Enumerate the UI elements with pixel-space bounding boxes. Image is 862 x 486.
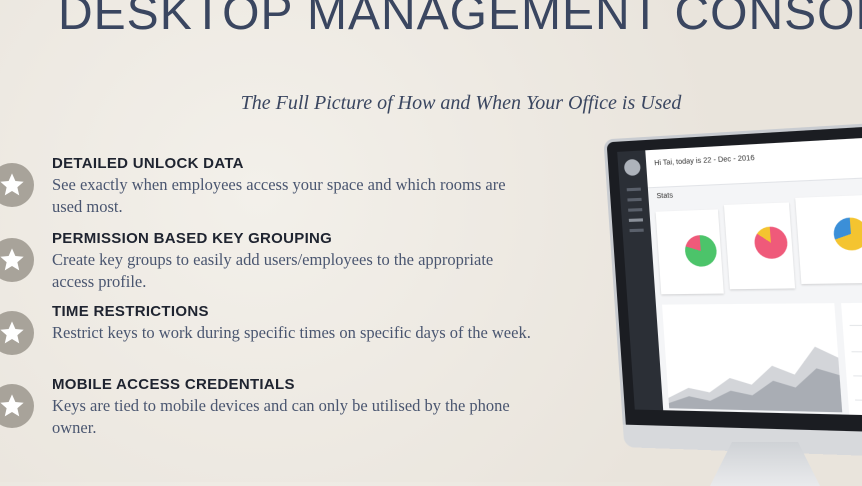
console-sidebar <box>617 150 664 411</box>
feature-heading: TIME RESTRICTIONS <box>52 303 209 320</box>
pie-chart-icon <box>832 217 862 251</box>
console-header: Hi Tai, today is 22 - Dec - 2016 <box>645 134 862 189</box>
star-icon <box>0 238 34 282</box>
feature-description: Create key groups to easily add users/em… <box>52 250 494 291</box>
monitor-screen: Hi Tai, today is 22 - Dec - 2016 Stats <box>560 78 862 460</box>
console-logo-icon <box>623 158 641 177</box>
star-icon <box>0 384 34 428</box>
stat-card <box>723 202 796 290</box>
stat-card <box>655 209 724 295</box>
monitor-bezel: Hi Tai, today is 22 - Dec - 2016 Stats <box>603 119 862 453</box>
page-subtitle: The Full Picture of How and When Your Of… <box>240 92 682 114</box>
console-screenshot: Hi Tai, today is 22 - Dec - 2016 Stats <box>617 134 862 417</box>
stat-card <box>795 194 862 284</box>
feature-description: Restrict keys to work during specific ti… <box>52 323 531 342</box>
star-icon <box>0 163 34 207</box>
feature-description: See exactly when employees access your s… <box>52 175 506 216</box>
star-icon <box>0 311 34 355</box>
feature-heading: DETAILED UNLOCK DATA <box>52 155 244 172</box>
area-graph <box>662 303 843 413</box>
page-title: DESKTOP MANAGEMENT CONSOLE <box>58 0 862 40</box>
console-greeting: Hi Tai, today is 22 - Dec - 2016 <box>654 154 755 168</box>
monitor-illustration: Hi Tai, today is 22 - Dec - 2016 Stats <box>560 104 862 486</box>
feature-heading: PERMISSION BASED KEY GROUPING <box>52 230 333 247</box>
numbers-panel <box>841 302 862 417</box>
pie-chart-icon <box>753 226 789 260</box>
console-stats-label: Stats <box>656 192 674 201</box>
feature-heading: MOBILE ACCESS CREDENTIALS <box>52 376 295 393</box>
feature-description: Keys are tied to mobile devices and can … <box>52 396 510 437</box>
pie-chart-icon <box>684 234 718 267</box>
